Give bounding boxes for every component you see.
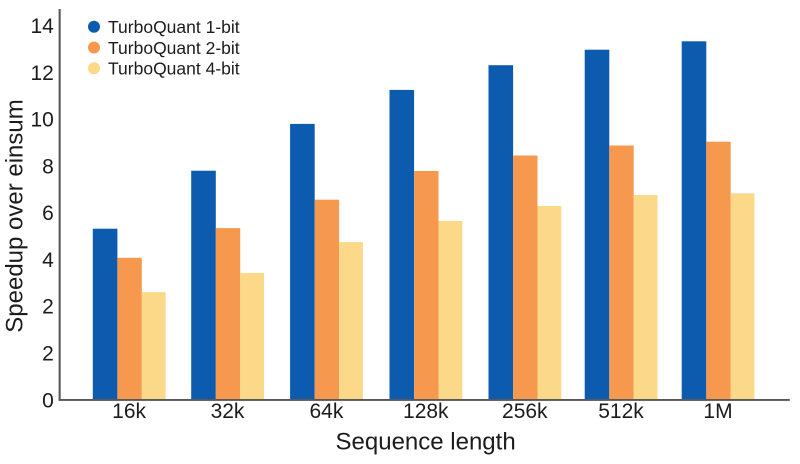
svg-text:TurboQuant 2-bit: TurboQuant 2-bit [108, 38, 240, 58]
svg-text:10: 10 [30, 109, 53, 132]
svg-text:512k: 512k [598, 400, 644, 423]
svg-text:TurboQuant 4-bit: TurboQuant 4-bit [108, 59, 240, 79]
svg-text:16k: 16k [112, 400, 146, 423]
svg-text:TurboQuant 1-bit: TurboQuant 1-bit [108, 17, 240, 37]
svg-text:1M: 1M [703, 400, 732, 423]
svg-text:Sequence length: Sequence length [336, 428, 516, 455]
svg-text:Speedup over einsum: Speedup over einsum [2, 99, 29, 332]
svg-text:12: 12 [30, 62, 53, 85]
svg-text:14: 14 [30, 15, 54, 38]
svg-text:6: 6 [42, 202, 54, 225]
svg-text:64k: 64k [309, 400, 343, 423]
svg-text:0: 0 [42, 389, 54, 412]
svg-text:256k: 256k [502, 400, 548, 423]
svg-text:2: 2 [42, 343, 54, 366]
svg-text:4: 4 [42, 249, 54, 272]
svg-text:8: 8 [42, 155, 54, 178]
svg-text:2: 2 [42, 296, 54, 319]
svg-text:32k: 32k [211, 400, 245, 423]
svg-text:128k: 128k [403, 400, 449, 423]
